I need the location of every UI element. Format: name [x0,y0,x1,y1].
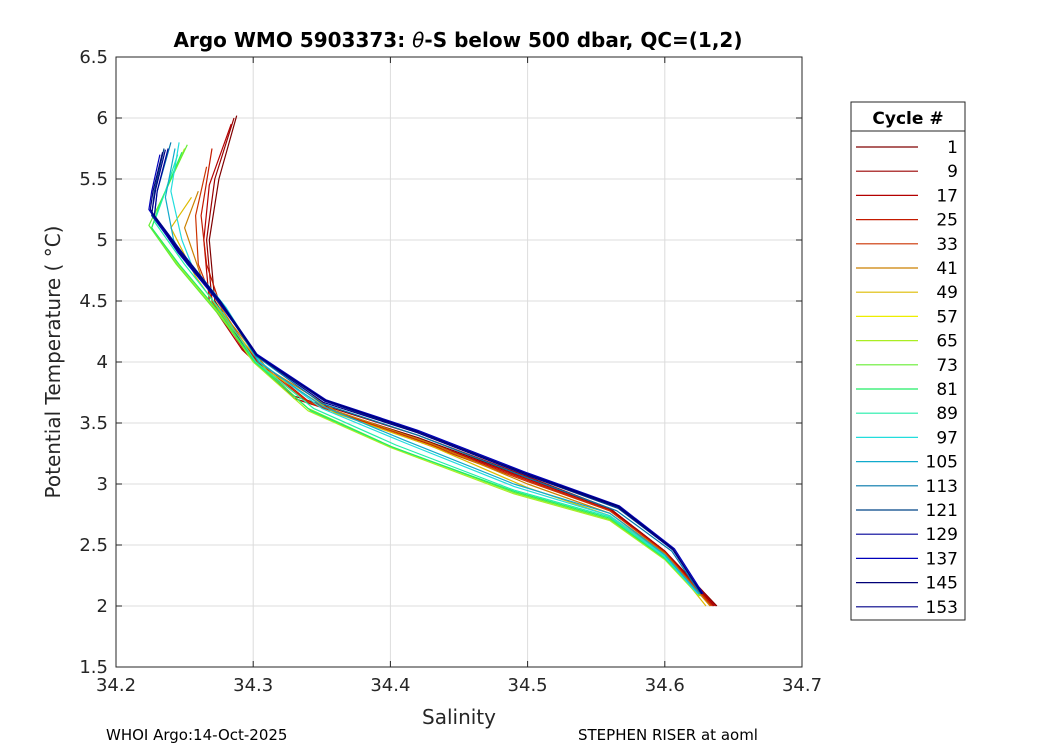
legend-title: Cycle # [872,109,943,129]
legend-label: 41 [936,259,958,279]
legend-label: 113 [926,477,958,497]
footer-right: STEPHEN RISER at aoml [578,726,758,744]
chart-title: Argo WMO 5903373: θ-S below 500 dbar, QC… [174,28,743,52]
legend-label: 65 [936,332,958,352]
series-line [148,154,704,595]
legend-label: 73 [936,356,958,376]
legend-label: 1 [947,138,958,158]
legend: Cycle # 1 9 17 25 33 41 49 57 65 73 81 89 97 105 113 12… [850,101,966,621]
y-tick-label: 5.5 [79,169,108,190]
legend-label: 97 [936,428,958,448]
x-tick-label: 34.2 [96,675,136,696]
legend-label: 49 [936,283,958,303]
legend-label: 25 [936,211,958,231]
series-line [151,151,700,595]
y-tick-label: 6.5 [79,47,108,68]
series-line [151,148,700,597]
legend-label: 153 [926,598,958,618]
legend-label: 17 [936,186,958,206]
legend-label: 105 [926,453,958,473]
series-line [203,123,717,607]
y-axis-label: Potential Temperature ( °C) [41,226,65,499]
series-line [195,166,712,607]
legend-label: 145 [926,574,958,594]
legend-label: 57 [936,307,958,327]
legend-label: 121 [926,501,958,521]
legend-label: 33 [936,235,958,255]
grid-lines [115,56,803,668]
legend-label: 137 [926,549,958,569]
y-tick-label: 1.5 [79,657,108,678]
y-tick-label: 4.5 [79,291,108,312]
series-line [184,190,711,607]
legend-label: 89 [936,404,958,424]
y-tick-label: 3 [97,474,108,495]
y-tick-label: 3.5 [79,413,108,434]
series-line [170,142,699,595]
series-lines [148,115,718,607]
legend-label: 129 [926,525,958,545]
series-line [149,152,703,595]
y-tick-labels: 1.5 2 2.5 3 3.5 4 4.5 5 5.5 6 6.5 [79,47,108,678]
footer-left: WHOI Argo:14-Oct-2025 [106,726,288,744]
plot-frame [115,56,803,668]
x-tick-label: 34.4 [370,675,410,696]
legend-label: 9 [947,162,958,182]
legend-label: 81 [936,380,958,400]
y-tick-label: 2.5 [79,535,108,556]
y-tick-label: 5 [97,230,108,251]
x-tick-label: 34.7 [782,675,822,696]
y-tick-label: 6 [97,108,108,129]
x-tick-label: 34.3 [233,675,273,696]
x-tick-label: 34.6 [645,675,685,696]
series-line [148,144,701,597]
y-tick-label: 2 [97,596,108,617]
x-axis-label: Salinity [422,705,496,729]
x-tick-labels: 34.2 34.3 34.4 34.5 34.6 34.7 [96,675,822,696]
series-line [151,149,703,595]
y-tick-label: 4 [97,352,108,373]
series-line [164,148,700,595]
x-tick-label: 34.5 [508,675,548,696]
series-line [153,154,699,595]
